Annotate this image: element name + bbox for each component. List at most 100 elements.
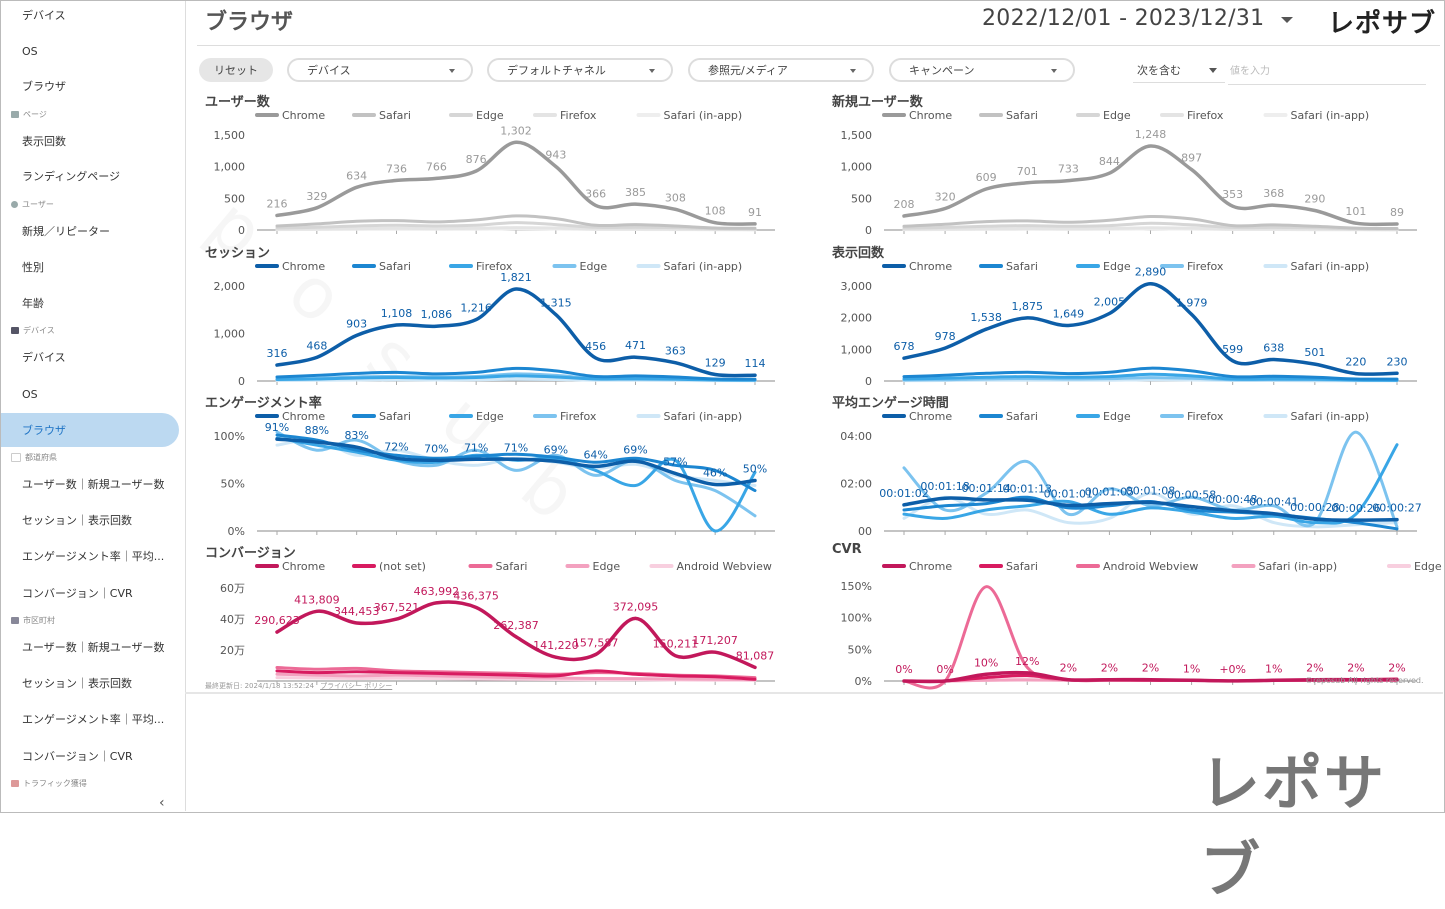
legend-item[interactable]: Safari (in-app) bbox=[636, 410, 743, 423]
legend-item[interactable]: Safari (in-app) bbox=[636, 109, 743, 122]
legend-item[interactable]: Edge bbox=[449, 109, 504, 122]
sidebar-item-gender[interactable]: 性別 bbox=[22, 261, 44, 274]
y-tick-label: 0 bbox=[238, 375, 245, 388]
chart-svg: Chrome Safari Android Webview Safari (in-ap… bbox=[841, 560, 1442, 690]
legend-item[interactable]: Safari bbox=[468, 560, 528, 573]
legend-item[interactable]: Safari (in-app) bbox=[1231, 560, 1338, 573]
data-label: 1,086 bbox=[421, 308, 453, 321]
legend-item[interactable]: Safari bbox=[352, 410, 411, 423]
data-point bbox=[984, 187, 988, 191]
legend-item[interactable]: Firefox bbox=[533, 410, 597, 423]
source-medium-filter[interactable]: 参照元/メディア bbox=[688, 58, 874, 82]
legend-item[interactable]: Chrome bbox=[882, 260, 952, 273]
legend-item[interactable]: Safari bbox=[352, 109, 411, 122]
legend-item[interactable]: Chrome bbox=[255, 260, 325, 273]
legend-item[interactable]: Firefox bbox=[449, 260, 513, 273]
sidebar-item-new-return[interactable]: 新規／リピーター bbox=[22, 225, 110, 238]
legend-item[interactable]: Firefox bbox=[1160, 410, 1224, 423]
svg-text:Firefox: Firefox bbox=[1187, 260, 1224, 273]
legend-item[interactable]: Safari (in-app) bbox=[1263, 410, 1370, 423]
sidebar-item-city-engagement[interactable]: エンゲージメント率｜平均... bbox=[22, 713, 165, 726]
legend-item[interactable]: Edge bbox=[1076, 410, 1131, 423]
chart-svg: Chrome Safari Edge Firefox Safari (in-app) 10… bbox=[214, 410, 775, 538]
sidebar-item-pref-users[interactable]: ユーザー数｜新規ユーザー数 bbox=[22, 478, 165, 491]
sidebar-item-landing[interactable]: ランディングページ bbox=[22, 170, 121, 183]
date-range-picker[interactable]: 2022/12/01 - 2023/12/31 bbox=[982, 6, 1265, 31]
data-point bbox=[474, 318, 478, 322]
data-label: 00:00:27 bbox=[1372, 502, 1421, 515]
legend-item[interactable]: Android Webview bbox=[649, 560, 772, 573]
channel-filter[interactable]: デフォルトチャネル bbox=[487, 58, 673, 82]
sidebar-item-device-2[interactable]: デバイス bbox=[22, 351, 66, 364]
legend-item[interactable]: Firefox bbox=[533, 109, 597, 122]
sidebar-item-pref-sessions[interactable]: セッション｜表示回数 bbox=[22, 514, 132, 527]
legend-item[interactable]: Chrome bbox=[882, 109, 952, 122]
data-label: 903 bbox=[346, 317, 367, 330]
sidebar-item-pref-conversion[interactable]: コンバージョン｜CVR bbox=[22, 587, 133, 600]
data-point bbox=[554, 313, 558, 317]
legend-item[interactable]: Safari (in-app) bbox=[636, 260, 743, 273]
legend-item[interactable]: Chrome bbox=[255, 109, 325, 122]
data-label: 57% bbox=[663, 455, 687, 468]
sidebar-item-age[interactable]: 年齢 bbox=[22, 297, 44, 310]
data-point bbox=[474, 457, 478, 461]
sidebar-item-os[interactable]: OS bbox=[22, 44, 38, 58]
legend-item[interactable]: Firefox bbox=[1160, 260, 1224, 273]
collapse-sidebar-icon[interactable]: ‹ bbox=[159, 795, 165, 811]
bottom-divider bbox=[185, 692, 1443, 694]
legend-item[interactable]: Edge bbox=[449, 410, 504, 423]
data-label: 71% bbox=[504, 441, 528, 454]
data-label: 0% bbox=[936, 663, 953, 676]
legend-item[interactable]: Safari bbox=[979, 410, 1038, 423]
device-filter[interactable]: デバイス bbox=[287, 58, 473, 82]
campaign-filter[interactable]: キャンペーン bbox=[889, 58, 1075, 82]
legend-item[interactable]: Safari bbox=[979, 109, 1038, 122]
legend-item[interactable]: (not set) bbox=[352, 560, 426, 573]
sidebar-item-browser-active[interactable]: ブラウザ bbox=[1, 413, 179, 447]
filter-value-input[interactable] bbox=[1228, 58, 1426, 85]
legend-item[interactable]: Edge bbox=[565, 560, 621, 573]
legend-item[interactable]: Android Webview bbox=[1076, 560, 1198, 573]
legend-item[interactable]: Edge bbox=[1387, 560, 1442, 573]
legend-item[interactable]: Chrome bbox=[882, 410, 952, 423]
svg-text:Edge: Edge bbox=[476, 109, 504, 122]
data-label: 1,108 bbox=[381, 307, 413, 320]
legend-item[interactable]: Chrome bbox=[255, 560, 325, 573]
sidebar-item-city-users[interactable]: ユーザー数｜新規ユーザー数 bbox=[22, 641, 165, 654]
data-label: 89 bbox=[1390, 206, 1404, 219]
sidebar-item-city-sessions[interactable]: セッション｜表示回数 bbox=[22, 677, 132, 690]
sidebar-section-device: デバイス bbox=[11, 325, 55, 336]
sidebar-item-device[interactable]: デバイス bbox=[22, 9, 66, 22]
legend-item[interactable]: Chrome bbox=[882, 560, 952, 573]
legend-item[interactable]: Edge bbox=[1076, 260, 1131, 273]
data-point bbox=[943, 496, 947, 500]
legend-item[interactable]: Safari (in-app) bbox=[1263, 109, 1370, 122]
legend-item[interactable]: Safari bbox=[979, 260, 1038, 273]
legend-item[interactable]: Safari (in-app) bbox=[1263, 260, 1370, 273]
copyright: ©reposub All rights reserved. bbox=[1305, 676, 1424, 685]
sidebar-item-city-conversion[interactable]: コンバージョン｜CVR bbox=[22, 750, 133, 763]
data-point bbox=[1272, 512, 1276, 516]
legend-item[interactable]: Safari bbox=[979, 560, 1038, 573]
date-dropdown-icon[interactable] bbox=[1281, 17, 1293, 23]
data-point bbox=[355, 445, 359, 449]
legend-item[interactable]: Edge bbox=[1076, 109, 1131, 122]
sidebar-item-pageviews[interactable]: 表示回数 bbox=[22, 135, 66, 148]
legend-item[interactable]: Firefox bbox=[1160, 109, 1224, 122]
series-line bbox=[902, 372, 1399, 382]
chart-svg: Chrome Safari Firefox Edge Safari (in-app) 2,… bbox=[214, 260, 775, 388]
match-type-select[interactable]: 次を含む bbox=[1133, 58, 1225, 83]
reset-button[interactable]: リセット bbox=[199, 58, 273, 82]
chart-title: CVR bbox=[832, 542, 862, 557]
data-label: 876 bbox=[466, 153, 487, 166]
sidebar-item-os-2[interactable]: OS bbox=[22, 387, 38, 401]
sidebar-item-pref-engagement[interactable]: エンゲージメント率｜平均... bbox=[22, 550, 165, 563]
privacy-link[interactable]: プライバシー ポリシー bbox=[320, 682, 393, 690]
legend-item[interactable]: Chrome bbox=[255, 410, 325, 423]
data-point bbox=[315, 609, 319, 613]
data-point bbox=[594, 203, 598, 207]
legend-item[interactable]: Safari bbox=[352, 260, 411, 273]
legend-item[interactable]: Edge bbox=[552, 260, 608, 273]
sidebar-item-browser[interactable]: ブラウザ bbox=[22, 80, 66, 93]
data-point bbox=[713, 372, 717, 376]
